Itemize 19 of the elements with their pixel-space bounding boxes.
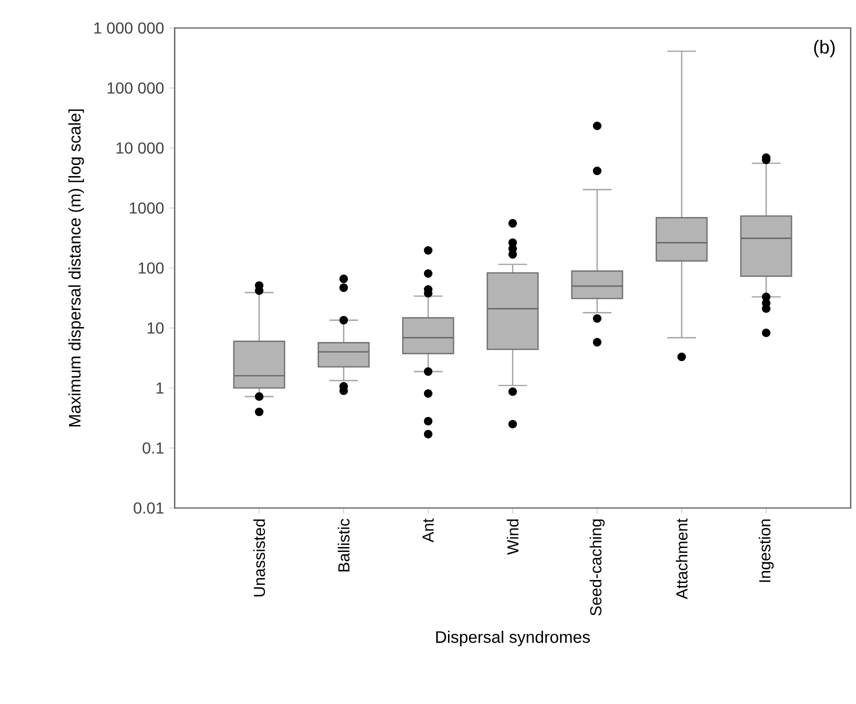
y-tick-label: 10 <box>148 322 164 334</box>
y-tick-label: 0.1 <box>142 442 164 454</box>
y-tick-label: 1000 <box>130 202 164 214</box>
x-tick-label: Wind <box>506 519 519 555</box>
y-tick-label: 1 <box>156 382 164 394</box>
x-tick-label: Ballistic <box>338 518 350 572</box>
x-tick-label: Unassisted <box>253 519 266 596</box>
x-tick-label: Ant <box>422 518 434 542</box>
x-tick-label: Ingestion <box>758 519 774 582</box>
y-tick-label: 0.01 <box>134 502 164 514</box>
y-axis-title: Maximum dispersal distance (m) [log scale] <box>68 109 84 426</box>
y-tick-label: 100 <box>138 262 164 274</box>
x-tick-label: Seed-caching <box>590 519 605 616</box>
x-tick-label: Attachment <box>676 518 688 600</box>
y-tick-label: 10 000 <box>116 142 164 154</box>
y-tick-label: 1 000 000 <box>94 22 164 34</box>
annotation: (b) <box>814 40 835 58</box>
x-axis-title: Dispersal syndromes <box>436 630 590 646</box>
y-tick-label: 100 000 <box>108 82 164 94</box>
